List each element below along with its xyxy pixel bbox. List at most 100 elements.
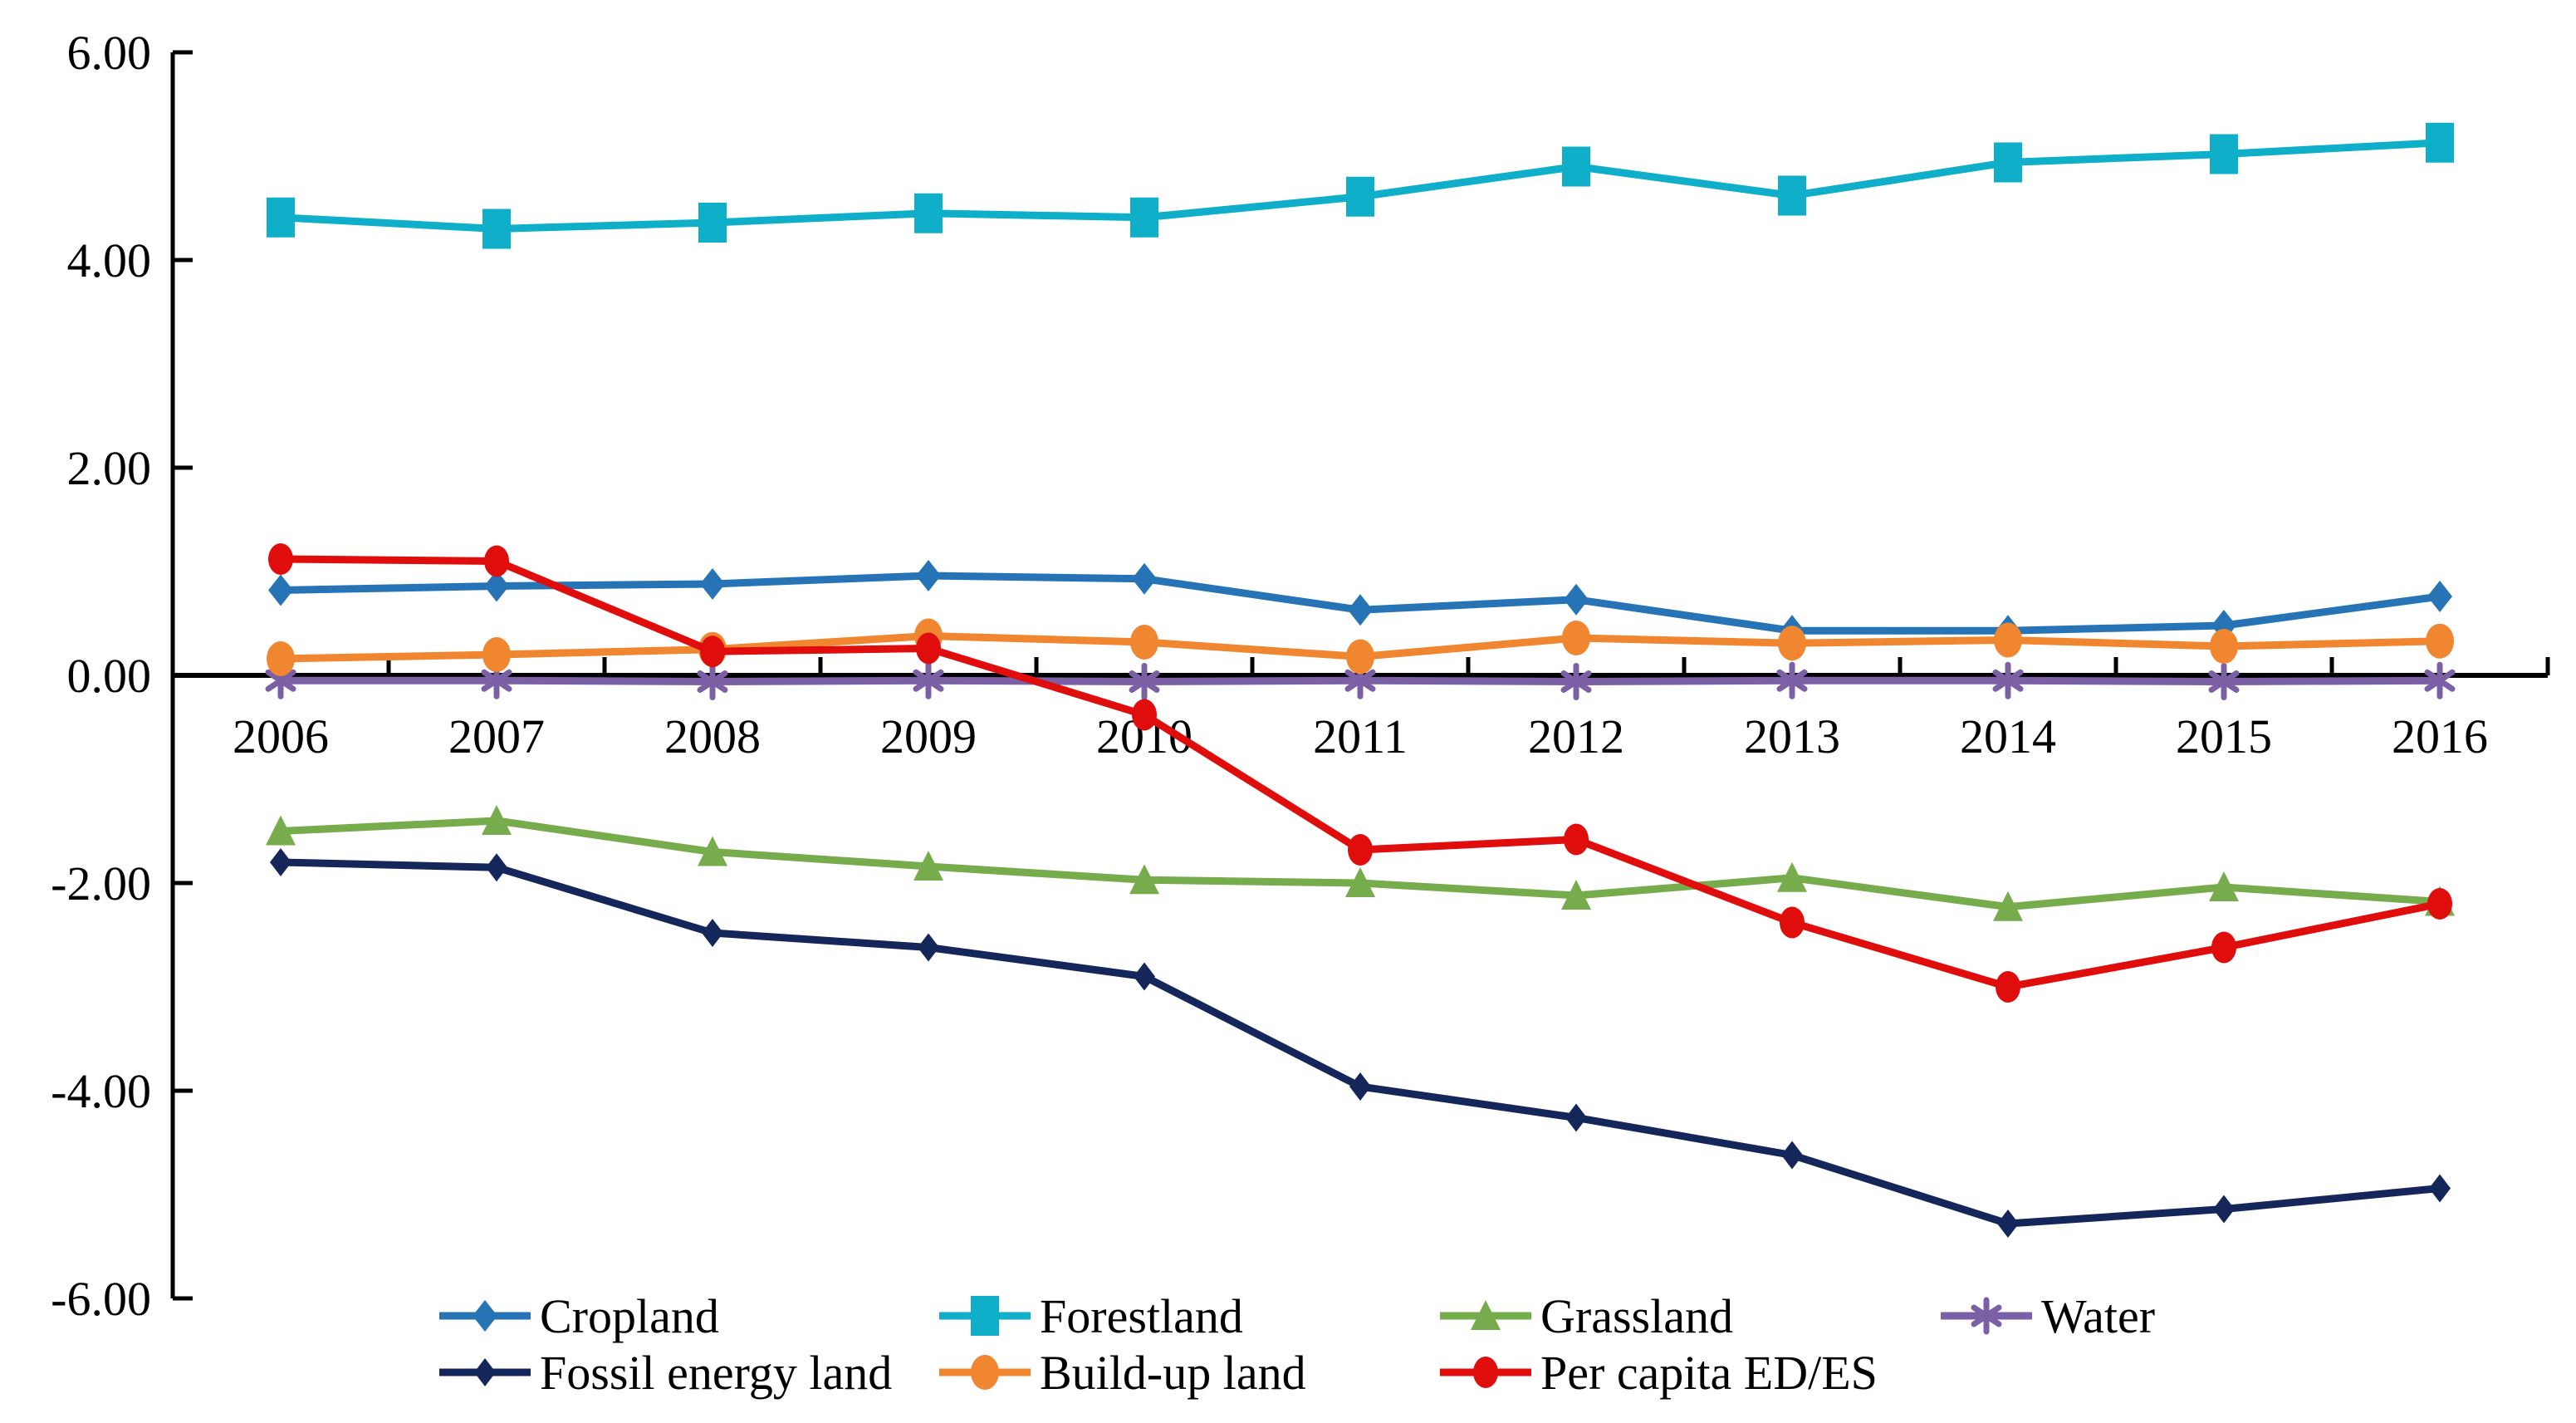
series-line-fossil-energy-land <box>277 858 2444 1228</box>
marker <box>1781 1141 1803 1170</box>
marker <box>482 805 512 835</box>
marker <box>1780 906 1805 939</box>
marker <box>702 919 723 947</box>
marker <box>916 632 941 665</box>
x-tick-label: 2006 <box>233 709 329 763</box>
y-tick-label: -6.00 <box>51 1272 151 1326</box>
marker <box>1129 864 1159 895</box>
legend-item-cropland: Cropland <box>439 1289 719 1343</box>
x-tick-label: 2007 <box>448 709 545 763</box>
marker <box>1564 823 1589 856</box>
marker <box>1997 1210 2019 1238</box>
legend-item-water: Water <box>1941 1289 2155 1343</box>
x-tick-label: 2011 <box>1313 709 1408 763</box>
marker <box>1349 1072 1371 1101</box>
marker <box>1345 867 1375 897</box>
marker <box>268 574 293 606</box>
y-tick-label: 0.00 <box>67 649 152 703</box>
legend-item-build-up-land: Build-up land <box>939 1346 1306 1400</box>
marker <box>1130 197 1158 238</box>
legend: Cropland Forestland Grassland Water Fossil e… <box>439 1289 2155 1400</box>
x-tick-label: 2009 <box>880 709 977 763</box>
series-per-capita-ed-es <box>268 543 2452 1003</box>
marker <box>2213 1195 2235 1224</box>
x-tick-label: 2013 <box>1744 709 1840 763</box>
y-tick-label: 4.00 <box>67 233 152 287</box>
marker <box>914 193 943 233</box>
y-tick-label: -2.00 <box>51 856 151 910</box>
marker <box>2210 629 2238 664</box>
series-grassland <box>266 805 2455 921</box>
legend-label-cropland: Cropland <box>540 1289 719 1343</box>
legend-item-grassland: Grassland <box>1440 1289 1733 1343</box>
marker <box>486 853 507 882</box>
marker <box>1561 880 1591 910</box>
marker <box>1777 861 1807 892</box>
marker <box>473 1300 497 1332</box>
y-tick-label: -4.00 <box>51 1064 151 1118</box>
marker <box>1134 962 1155 991</box>
marker <box>484 570 509 602</box>
marker <box>2427 581 2452 612</box>
legend-label-build-up-land: Build-up land <box>1040 1346 1306 1400</box>
y-tick-label: 6.00 <box>67 26 152 80</box>
asterisk-marker <box>1129 663 1160 700</box>
marker <box>482 637 511 672</box>
marker <box>700 635 725 668</box>
marker <box>918 933 939 962</box>
marker <box>913 851 943 881</box>
x-tick-label: 2014 <box>1960 709 2056 763</box>
marker <box>1346 639 1374 675</box>
marker <box>700 568 725 600</box>
x-tick-label: 2016 <box>2392 709 2488 763</box>
marker <box>1346 176 1374 217</box>
marker <box>2426 122 2454 163</box>
asterisk-marker <box>2208 663 2240 700</box>
marker <box>1994 142 2022 183</box>
asterisk-marker <box>1560 663 1592 700</box>
marker <box>1778 626 1806 661</box>
marker <box>1994 622 2022 658</box>
marker <box>1473 1357 1498 1388</box>
marker <box>698 203 727 243</box>
asterisk-marker <box>913 661 944 699</box>
asterisk-marker <box>1971 1297 2002 1335</box>
series-forestland <box>267 122 2454 249</box>
marker <box>484 545 509 577</box>
marker <box>1996 971 2020 1003</box>
marker <box>971 1296 999 1336</box>
marker <box>1130 625 1158 660</box>
marker <box>1132 699 1157 731</box>
marker <box>2211 931 2236 964</box>
legend-item-forestland: Forestland <box>939 1289 1243 1343</box>
marker <box>2427 888 2452 920</box>
marker <box>1471 1300 1501 1330</box>
marker <box>698 836 727 866</box>
marker <box>268 543 293 575</box>
marker <box>2429 1174 2451 1203</box>
legend-item-fossil-energy-land: Fossil energy land <box>439 1346 892 1400</box>
marker <box>267 641 295 676</box>
y-tick-label: 2.00 <box>67 441 152 495</box>
marker <box>971 1355 999 1390</box>
marker <box>2426 623 2454 659</box>
marker <box>1348 834 1373 866</box>
marker <box>1778 175 1806 216</box>
asterisk-marker <box>2424 661 2456 699</box>
marker <box>1993 891 2023 921</box>
x-tick-label: 2015 <box>2176 709 2272 763</box>
marker <box>267 197 295 238</box>
marker <box>1562 146 1590 187</box>
asterisk-marker <box>1992 661 2024 699</box>
legend-label-water: Water <box>2041 1289 2155 1343</box>
series-build-up-land <box>267 618 2454 676</box>
marker <box>2209 871 2239 901</box>
legend-label-forestland: Forestland <box>1040 1289 1243 1343</box>
marker <box>482 209 511 249</box>
marker <box>270 848 291 876</box>
legend-label-fossil-energy-land: Fossil energy land <box>540 1346 892 1400</box>
marker <box>1348 594 1373 626</box>
asterisk-marker <box>697 663 728 700</box>
